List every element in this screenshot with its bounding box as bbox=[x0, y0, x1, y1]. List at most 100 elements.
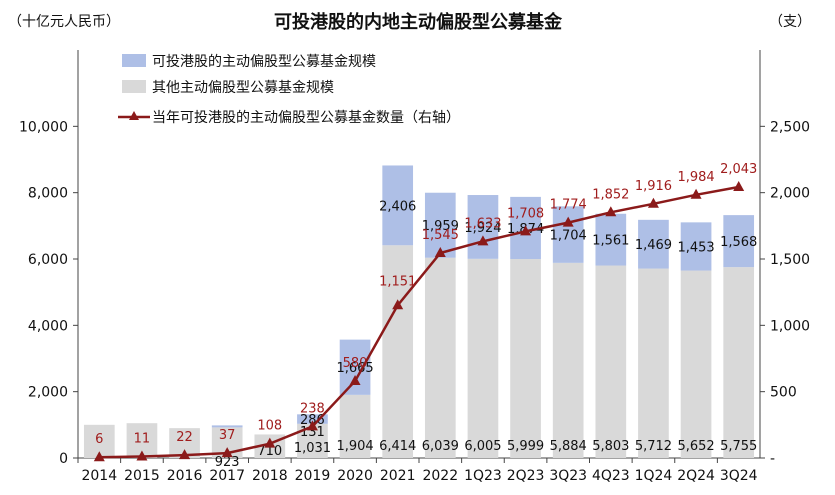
legend-label-other-funds: 其他主动偏股型公募基金规模 bbox=[152, 79, 334, 96]
bar-other-funds bbox=[552, 262, 584, 458]
axes: 0 2,000 4,000 6,000 8,000 10,000 - 500 1,000 1,50… bbox=[19, 50, 810, 484]
data-label-fund-count: 11 bbox=[134, 432, 151, 447]
x-axis-tick-label: 1Q24 bbox=[635, 468, 673, 484]
data-label-fund-count: 1,545 bbox=[422, 228, 459, 243]
line-point-marker bbox=[136, 450, 148, 461]
line-point-marker bbox=[477, 235, 489, 246]
data-label-other-funds: 6,005 bbox=[464, 439, 501, 454]
data-label-fund-count: 580 bbox=[343, 356, 368, 371]
data-label-hk-funds: 2,406 bbox=[379, 199, 416, 214]
left-axis-tick-label: 0 bbox=[59, 451, 68, 467]
data-label-fund-count: 1,633 bbox=[464, 216, 501, 231]
bar-hk-funds bbox=[424, 192, 456, 258]
data-label-hk-funds: 1,704 bbox=[550, 229, 587, 244]
x-axis-tick-label: 2015 bbox=[124, 468, 160, 484]
data-label-fund-count: 238 bbox=[300, 401, 325, 416]
right-axis-tick-label: 2,000 bbox=[770, 186, 810, 202]
legend-label-fund-count: 当年可投港股的主动偏股型公募基金数量（右轴） bbox=[152, 109, 460, 126]
bar-hk-funds bbox=[297, 414, 328, 424]
line-point-marker bbox=[605, 206, 617, 217]
line-point-marker bbox=[434, 247, 446, 258]
right-axis-tick-label: 2,500 bbox=[770, 119, 810, 135]
bar-hk-funds bbox=[680, 222, 712, 271]
left-axis-tick-label: 10,000 bbox=[19, 119, 68, 135]
x-axis-tick-label: 4Q23 bbox=[592, 468, 630, 484]
legend-marker-fund-count bbox=[129, 111, 139, 120]
left-axis-tick-label: 2,000 bbox=[28, 385, 68, 401]
line-point-marker bbox=[562, 216, 574, 227]
x-axis-tick-label: 2022 bbox=[422, 468, 458, 484]
data-label-other-funds: 6,414 bbox=[379, 439, 416, 454]
data-label-hk-funds: 1,469 bbox=[635, 238, 672, 253]
right-unit-label: （支） bbox=[769, 14, 811, 30]
x-axis-tick-label: 2014 bbox=[81, 468, 117, 484]
data-label-other-funds: 5,803 bbox=[592, 439, 629, 454]
data-label-other-funds: 5,999 bbox=[507, 439, 544, 454]
data-label-other-funds: 923 bbox=[215, 455, 240, 470]
data-label-other-funds: 5,652 bbox=[677, 439, 714, 454]
bar-other-funds bbox=[595, 265, 627, 458]
data-label-other-funds: 1,031 bbox=[294, 441, 331, 456]
x-axis-tick-label: 2021 bbox=[380, 468, 416, 484]
bar-other-funds bbox=[638, 268, 669, 458]
x-axis-tick-label: 2018 bbox=[252, 468, 288, 484]
bar-other-funds bbox=[467, 258, 499, 458]
line-point-marker bbox=[264, 437, 276, 448]
data-label-hk-funds: 1,561 bbox=[592, 234, 629, 249]
x-axis-tick-label: 3Q24 bbox=[720, 468, 758, 484]
data-label-fund-count: 1,984 bbox=[677, 170, 714, 185]
data-label-fund-count: 1,916 bbox=[635, 179, 672, 194]
right-axis-tick-label: - bbox=[770, 451, 775, 467]
right-axis-tick-label: 1,500 bbox=[770, 252, 810, 268]
bar-hk-funds bbox=[595, 213, 627, 266]
x-axis-tick-label: 2016 bbox=[167, 468, 203, 484]
bar-other-funds bbox=[723, 267, 755, 458]
data-label-other-funds: 5,712 bbox=[635, 439, 672, 454]
line-series bbox=[93, 180, 745, 462]
data-label-fund-count: 1,708 bbox=[507, 206, 544, 221]
legend: 可投港股的主动偏股型公募基金规模 其他主动偏股型公募基金规模 当年可投港股的主动… bbox=[118, 53, 460, 126]
data-label-fund-count: 37 bbox=[219, 428, 236, 443]
data-label-other-funds: 5,884 bbox=[550, 439, 587, 454]
data-label-fund-count: 1,151 bbox=[379, 274, 416, 289]
chart-title: 可投港股的内地主动偏股型公募基金 bbox=[274, 11, 563, 33]
bar-hk-funds bbox=[723, 215, 755, 268]
line-fund-count bbox=[99, 185, 739, 459]
line-point-marker bbox=[520, 225, 532, 236]
line-point-marker bbox=[306, 420, 318, 431]
bar-labels: 9237101,0312861,9041,6656,4142,4066,0391… bbox=[215, 199, 758, 470]
data-label-other-funds: 5,755 bbox=[720, 439, 757, 454]
left-axis-tick-label: 4,000 bbox=[28, 318, 68, 334]
line-point-marker bbox=[349, 375, 361, 386]
bar-hk-funds bbox=[638, 219, 669, 269]
bar-other-funds bbox=[339, 394, 371, 458]
right-axis-tick-label: 500 bbox=[770, 385, 797, 401]
bar-other-funds bbox=[382, 245, 414, 458]
bar-other-funds bbox=[510, 259, 541, 458]
line-point-marker bbox=[733, 180, 745, 191]
x-axis-tick-label: 3Q23 bbox=[549, 468, 587, 484]
data-label-fund-count: 2,043 bbox=[720, 162, 757, 177]
bar-hk-funds bbox=[467, 195, 499, 259]
line-labels: 6 11 22 37 108 238 580 1,151 1,545 1,633 1,708 1,77… bbox=[95, 162, 757, 447]
bars bbox=[83, 165, 755, 458]
x-axis-tick-label: 2020 bbox=[337, 468, 373, 484]
data-label-fund-count: 108 bbox=[257, 419, 282, 434]
bar-other-funds bbox=[424, 257, 456, 458]
legend-label-hk-funds: 可投港股的主动偏股型公募基金规模 bbox=[152, 53, 376, 70]
bar-hk-funds bbox=[552, 206, 584, 263]
data-label-other-funds: 6,039 bbox=[422, 439, 459, 454]
data-label-hk-funds: 1,959 bbox=[422, 219, 459, 234]
bar-hk-funds bbox=[211, 425, 243, 428]
bar-hk-funds bbox=[382, 165, 414, 246]
left-axis-tick-label: 8,000 bbox=[28, 186, 68, 202]
line-point-marker bbox=[179, 449, 191, 460]
left-axis-tick-label: 6,000 bbox=[28, 252, 68, 268]
line-point-marker bbox=[93, 451, 105, 462]
bar-other-funds bbox=[680, 270, 712, 458]
data-label-other-funds: 710 bbox=[257, 444, 282, 459]
x-axis-tick-label: 1Q23 bbox=[464, 468, 502, 484]
legend-swatch-other-funds bbox=[122, 80, 146, 93]
left-unit-label: （十亿元人民币） bbox=[8, 14, 120, 30]
